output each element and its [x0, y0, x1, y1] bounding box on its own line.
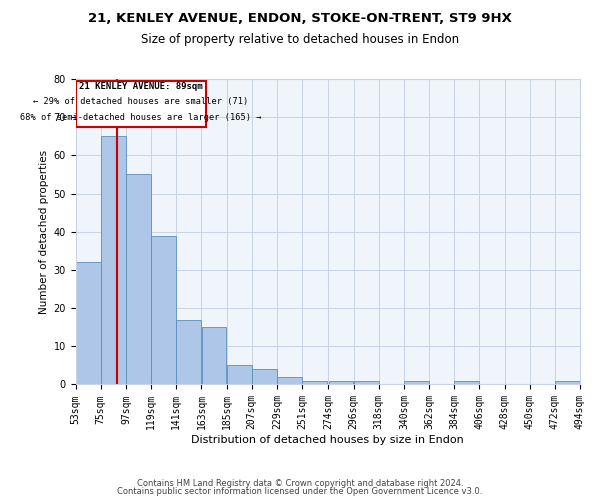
Bar: [454, 380, 479, 384]
Bar: [151, 236, 176, 384]
Bar: [101, 136, 126, 384]
Y-axis label: Number of detached properties: Number of detached properties: [40, 150, 49, 314]
Bar: [76, 262, 101, 384]
Text: ← 29% of detached houses are smaller (71): ← 29% of detached houses are smaller (71…: [33, 98, 248, 106]
Bar: [353, 380, 379, 384]
Bar: [202, 327, 226, 384]
Text: Contains HM Land Registry data © Crown copyright and database right 2024.: Contains HM Land Registry data © Crown c…: [137, 478, 463, 488]
Text: 68% of semi-detached houses are larger (165) →: 68% of semi-detached houses are larger (…: [20, 112, 262, 122]
Text: Size of property relative to detached houses in Endon: Size of property relative to detached ho…: [141, 32, 459, 46]
Bar: [227, 366, 251, 384]
Text: 21 KENLEY AVENUE: 89sqm: 21 KENLEY AVENUE: 89sqm: [79, 82, 203, 91]
Text: Contains public sector information licensed under the Open Government Licence v3: Contains public sector information licen…: [118, 487, 482, 496]
Text: 21, KENLEY AVENUE, ENDON, STOKE-ON-TRENT, ST9 9HX: 21, KENLEY AVENUE, ENDON, STOKE-ON-TRENT…: [88, 12, 512, 26]
Bar: [176, 320, 202, 384]
Bar: [555, 380, 580, 384]
Bar: [329, 380, 353, 384]
Bar: [404, 380, 429, 384]
Bar: [302, 380, 327, 384]
Bar: [126, 174, 151, 384]
X-axis label: Distribution of detached houses by size in Endon: Distribution of detached houses by size …: [191, 435, 464, 445]
Bar: [252, 369, 277, 384]
Bar: [277, 377, 302, 384]
Bar: [76, 81, 206, 126]
